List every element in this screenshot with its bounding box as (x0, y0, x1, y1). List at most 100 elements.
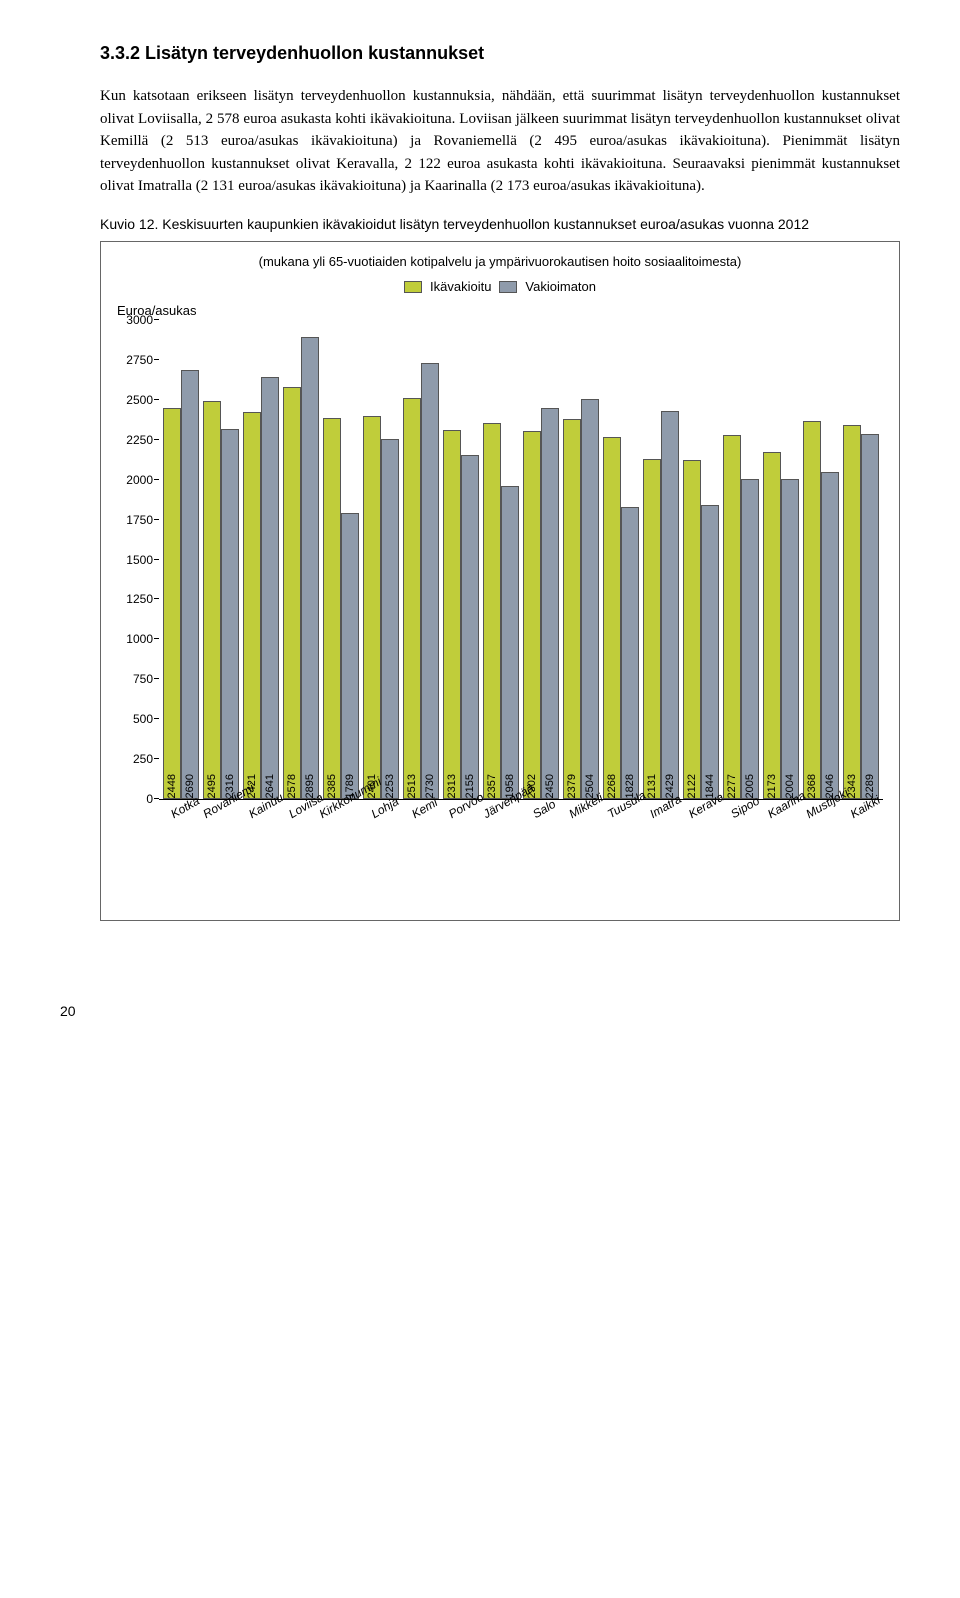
bar-group: 21312429 (643, 320, 679, 799)
bar-series2: 2316 (221, 429, 239, 799)
bar-group: 22772005 (723, 320, 759, 799)
x-tick-label: Kotka (163, 800, 199, 890)
x-tick-label: Kerava (683, 800, 719, 890)
bar-value-label: 2368 (804, 774, 821, 798)
bar-value-label: 2513 (404, 774, 421, 798)
bar-series2: 2005 (741, 479, 759, 799)
x-tick-label: Loviisa (283, 800, 319, 890)
bar-group: 24482690 (163, 320, 199, 799)
figure-caption: Kuvio 12. Keskisuurten kaupunkien ikävak… (100, 214, 900, 235)
x-tick-label: Mustijoki (803, 800, 839, 890)
y-tick-label: 1750 (113, 511, 153, 529)
x-tick-label: Kaikki (843, 800, 879, 890)
chart-note: (mukana yli 65-vuotiaiden kotipalvelu ja… (111, 252, 889, 272)
bar-series1: 2343 (843, 425, 861, 799)
bar-group: 24212641 (243, 320, 279, 799)
y-tick-label: 2750 (113, 351, 153, 369)
y-tick-label: 500 (113, 710, 153, 728)
legend-swatch-1 (404, 281, 422, 293)
bar-series1: 2122 (683, 460, 701, 799)
body-paragraph: Kun katsotaan erikseen lisätyn terveyden… (100, 85, 900, 198)
y-tick-label: 2250 (113, 431, 153, 449)
bar-series2: 1789 (341, 513, 359, 799)
bar-series1: 2173 (763, 452, 781, 799)
bar-value-label: 2277 (724, 774, 741, 798)
bar-value-label: 2268 (604, 774, 621, 798)
bar-series2: 2046 (821, 472, 839, 799)
bar-series2: 2155 (461, 455, 479, 799)
x-tick-label: Kainuu (243, 800, 279, 890)
bar-series2: 2289 (861, 434, 879, 799)
y-tick-label: 3000 (113, 311, 153, 329)
bar-series2: 2429 (661, 411, 679, 799)
bar-series2: 2004 (781, 479, 799, 799)
bar-group: 25132730 (403, 320, 439, 799)
bar-series2: 2450 (541, 408, 559, 799)
x-tick-label: Mikkeli (563, 800, 599, 890)
y-tick-label: 750 (113, 670, 153, 688)
bar-group: 24012253 (363, 320, 399, 799)
bar-group: 22681828 (603, 320, 639, 799)
bar-series2: 2730 (421, 363, 439, 799)
legend-label-2: Vakioimaton (525, 277, 596, 297)
legend-label-1: Ikävakioitu (430, 277, 491, 297)
bar-series1: 2268 (603, 437, 621, 799)
bar-value-label: 2131 (644, 774, 661, 798)
y-tick-label: 250 (113, 750, 153, 768)
bar-group: 25782895 (283, 320, 319, 799)
bar-series1: 2302 (523, 431, 541, 799)
bar-group: 23851789 (323, 320, 359, 799)
bar-series1: 2379 (563, 419, 581, 799)
bar-value-label: 2448 (164, 774, 181, 798)
x-tick-label: Porvoo (443, 800, 479, 890)
bar-series2: 2253 (381, 439, 399, 799)
bars-container: 2448269024952316242126412578289523851789… (159, 320, 883, 799)
bar-series2: 1828 (621, 507, 639, 799)
bar-group: 23022450 (523, 320, 559, 799)
y-tick-label: 1500 (113, 551, 153, 569)
bar-value-label: 2357 (484, 774, 501, 798)
bar-series2: 2641 (261, 377, 279, 799)
bar-value-label: 2173 (764, 774, 781, 798)
chart-container: (mukana yli 65-vuotiaiden kotipalvelu ja… (100, 241, 900, 921)
bar-series1: 2313 (443, 430, 461, 799)
bar-value-label: 2379 (564, 774, 581, 798)
y-axis-label: Euroa/asukas (117, 301, 889, 321)
bar-value-label: 2122 (684, 774, 701, 798)
bar-series1: 2513 (403, 398, 421, 799)
chart-legend: Ikävakioitu Vakioimaton (111, 277, 889, 297)
y-tick-label: 2000 (113, 471, 153, 489)
x-tick-label: Sipoo (723, 800, 759, 890)
bar-group: 21221844 (683, 320, 719, 799)
x-axis-labels: KotkaRovaniemiKainuuLoviisaKirkkonummiLo… (159, 800, 883, 890)
x-tick-label: Lohja (363, 800, 399, 890)
bar-series1: 2357 (483, 423, 501, 799)
bar-series2: 1958 (501, 486, 519, 799)
x-tick-label: Salo (523, 800, 559, 890)
bar-group: 23132155 (443, 320, 479, 799)
y-tick-label: 1000 (113, 630, 153, 648)
bar-group: 23432289 (843, 320, 879, 799)
x-tick-label: Kaarina (763, 800, 799, 890)
bar-group: 24952316 (203, 320, 239, 799)
x-tick-label: Imatra (643, 800, 679, 890)
bar-series1: 2448 (163, 408, 181, 799)
y-tick-label: 2500 (113, 391, 153, 409)
y-tick-label: 0 (113, 790, 153, 808)
bar-value-label: 2495 (204, 774, 221, 798)
legend-swatch-2 (499, 281, 517, 293)
bar-series1: 2385 (323, 418, 341, 799)
bar-series1: 2401 (363, 416, 381, 799)
bar-series1: 2131 (643, 459, 661, 799)
x-tick-label: Tuusula (603, 800, 639, 890)
bar-value-label: 2313 (444, 774, 461, 798)
bar-value-label: 2578 (284, 774, 301, 798)
bar-series1: 2421 (243, 412, 261, 799)
bar-series1: 2578 (283, 387, 301, 799)
x-tick-label: Kirkkonummi (323, 800, 359, 890)
bar-series1: 2277 (723, 435, 741, 799)
bar-series2: 2895 (301, 337, 319, 799)
bar-series1: 2495 (203, 401, 221, 799)
bar-group: 23792504 (563, 320, 599, 799)
bar-group: 23682046 (803, 320, 839, 799)
